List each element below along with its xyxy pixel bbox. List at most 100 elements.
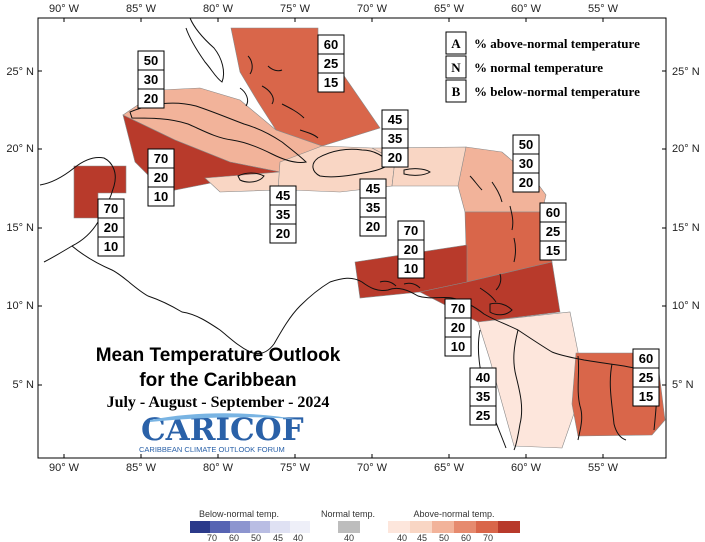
- prob-value-b: 20: [276, 226, 290, 241]
- title-block: Mean Temperature Outlook for the Caribbe…: [96, 345, 341, 411]
- lon-label-80-bottom: 80° W: [203, 462, 234, 474]
- lat-label-15-right: 15° N: [672, 222, 700, 234]
- prob-value-a: 40: [476, 370, 490, 385]
- lat-label-20-right: 20° N: [672, 143, 700, 155]
- lon-label-85: 85° W: [126, 3, 157, 15]
- prob-value-n: 20: [404, 242, 418, 257]
- leg-above-swatch-5: [498, 521, 520, 533]
- legend-below-label-40: 40: [293, 533, 303, 542]
- map-title-line2: for the Caribbean: [139, 370, 296, 391]
- outlook-regions: [73, 27, 666, 449]
- legend-normal-title: Normal temp.: [321, 509, 375, 519]
- leg-below-swatch-4: [270, 521, 290, 533]
- prob-cell-b: [539, 240, 567, 261]
- leg-above-swatch-2: [432, 521, 454, 533]
- prob-value-n: 20: [104, 220, 118, 235]
- prob-value-b: 25: [476, 408, 490, 423]
- key-letter-b: B: [452, 84, 461, 99]
- prob-value-n: 30: [144, 72, 158, 87]
- prob-value-b: 10: [451, 339, 465, 354]
- legend-above-label-70: 70: [483, 533, 493, 542]
- key-text-normal: % normal temperature: [474, 60, 603, 75]
- lat-label-25-right: 25° N: [672, 66, 700, 78]
- prob-value-a: 50: [144, 53, 158, 68]
- lat-label-5: 5° N: [12, 379, 34, 391]
- prob-value-a: 45: [366, 181, 380, 196]
- prob-box-windward-islands: 60 25 15: [539, 202, 567, 261]
- legend-above-label-40: 40: [397, 533, 407, 542]
- prob-value-n: 35: [366, 200, 380, 215]
- prob-cell-b: [381, 147, 409, 168]
- legend-below-label-70: 70: [207, 533, 217, 542]
- legend-above-swatches: [388, 521, 520, 533]
- key-box-n: [445, 55, 467, 79]
- prob-box-northern-lesser-antilles: 50 30 20: [512, 134, 540, 193]
- lon-label-75-bottom: 75° W: [280, 462, 311, 474]
- leg-above-swatch-3: [454, 521, 476, 533]
- prob-value-a: 70: [154, 151, 168, 166]
- prob-box-jamaica: 45 35 20: [269, 185, 297, 244]
- probability-boxes: 60 25 15 50 30 20 70 20 10 70 20 10 45 35 20 45 35 20 45 35…: [97, 34, 660, 426]
- leg-below-swatch-1: [210, 521, 230, 533]
- lon-label-55: 55° W: [588, 3, 619, 15]
- legend-below-swatches: [190, 521, 310, 533]
- prob-value-b: 15: [639, 389, 653, 404]
- lat-label-5-right: 5° N: [672, 379, 694, 391]
- prob-value-b: 20: [366, 219, 380, 234]
- prob-value-a: 60: [546, 205, 560, 220]
- prob-value-n: 25: [324, 56, 338, 71]
- legend-normal-label-40: 40: [344, 533, 354, 542]
- lon-label-60-bottom: 60° W: [511, 462, 542, 474]
- lon-label-80: 80° W: [203, 3, 234, 15]
- leg-below-swatch-5: [290, 521, 310, 533]
- leg-above-swatch-1: [410, 521, 432, 533]
- prob-cell-b: [512, 172, 540, 193]
- leg-below-swatch-2: [230, 521, 250, 533]
- prob-value-b: 15: [546, 243, 560, 258]
- prob-value-n: 35: [476, 389, 490, 404]
- logo-subtitle: CARIBBEAN CLIMATE OUTLOOK FORUM: [139, 445, 285, 454]
- legend-below-title: Below-normal temp.: [199, 509, 279, 519]
- longitude-labels-bottom: 90° W 85° W 80° W 75° W 70° W 65° W 60° …: [49, 462, 619, 474]
- longitude-labels-top: 90° W 85° W 80° W 75° W 70° W 65° W 60° …: [49, 3, 619, 15]
- lon-label-55-bottom: 55° W: [588, 462, 619, 474]
- prob-cell-b: [469, 405, 497, 426]
- prob-box-bahamas: 60 25 15: [317, 34, 345, 93]
- colour-legend: Below-normal temp. 70 60 50 45 40 Normal…: [190, 509, 520, 542]
- legend-above-title: Above-normal temp.: [413, 509, 494, 519]
- legend-normal-swatch: [338, 521, 360, 533]
- prob-value-b: 10: [104, 239, 118, 254]
- prob-value-b: 10: [404, 261, 418, 276]
- prob-box-puerto-rico: 45 35 20: [381, 109, 409, 168]
- prob-value-n: 20: [154, 170, 168, 185]
- legend-above-label-45: 45: [417, 533, 427, 542]
- season-label: July - August - September - 2024: [107, 394, 330, 411]
- prob-cell-b: [97, 236, 125, 257]
- prob-box-guyana: 40 35 25: [469, 367, 497, 426]
- prob-value-a: 60: [324, 37, 338, 52]
- prob-cell-b: [359, 216, 387, 237]
- lat-label-10: 10° N: [6, 300, 34, 312]
- latitude-labels-right: 25° N 20° N 15° N 10° N 5° N: [672, 66, 700, 391]
- lon-label-85-bottom: 85° W: [126, 462, 157, 474]
- latitude-labels-left: 25° N 20° N 15° N 10° N 5° N: [6, 66, 34, 391]
- key-text-above: % above-normal temperature: [474, 36, 640, 51]
- prob-value-a: 70: [104, 201, 118, 216]
- prob-value-n: 35: [388, 131, 402, 146]
- map-title-line1: Mean Temperature Outlook: [96, 345, 341, 366]
- prob-cell-b: [317, 72, 345, 93]
- prob-value-b: 20: [519, 175, 533, 190]
- prob-value-a: 50: [519, 137, 533, 152]
- legend-above-label-50: 50: [439, 533, 449, 542]
- probability-key: A % above-normal temperature N % normal …: [445, 31, 640, 103]
- lon-label-70: 70° W: [357, 3, 388, 15]
- prob-cell-b: [632, 386, 660, 407]
- prob-cell-b: [137, 88, 165, 109]
- legend-below-label-45: 45: [273, 533, 283, 542]
- prob-box-belize: 70 20 10: [97, 198, 125, 257]
- prob-box-cuba: 50 30 20: [137, 50, 165, 109]
- prob-value-a: 45: [276, 188, 290, 203]
- coastlines: [39, 17, 658, 451]
- prob-value-a: 70: [451, 301, 465, 316]
